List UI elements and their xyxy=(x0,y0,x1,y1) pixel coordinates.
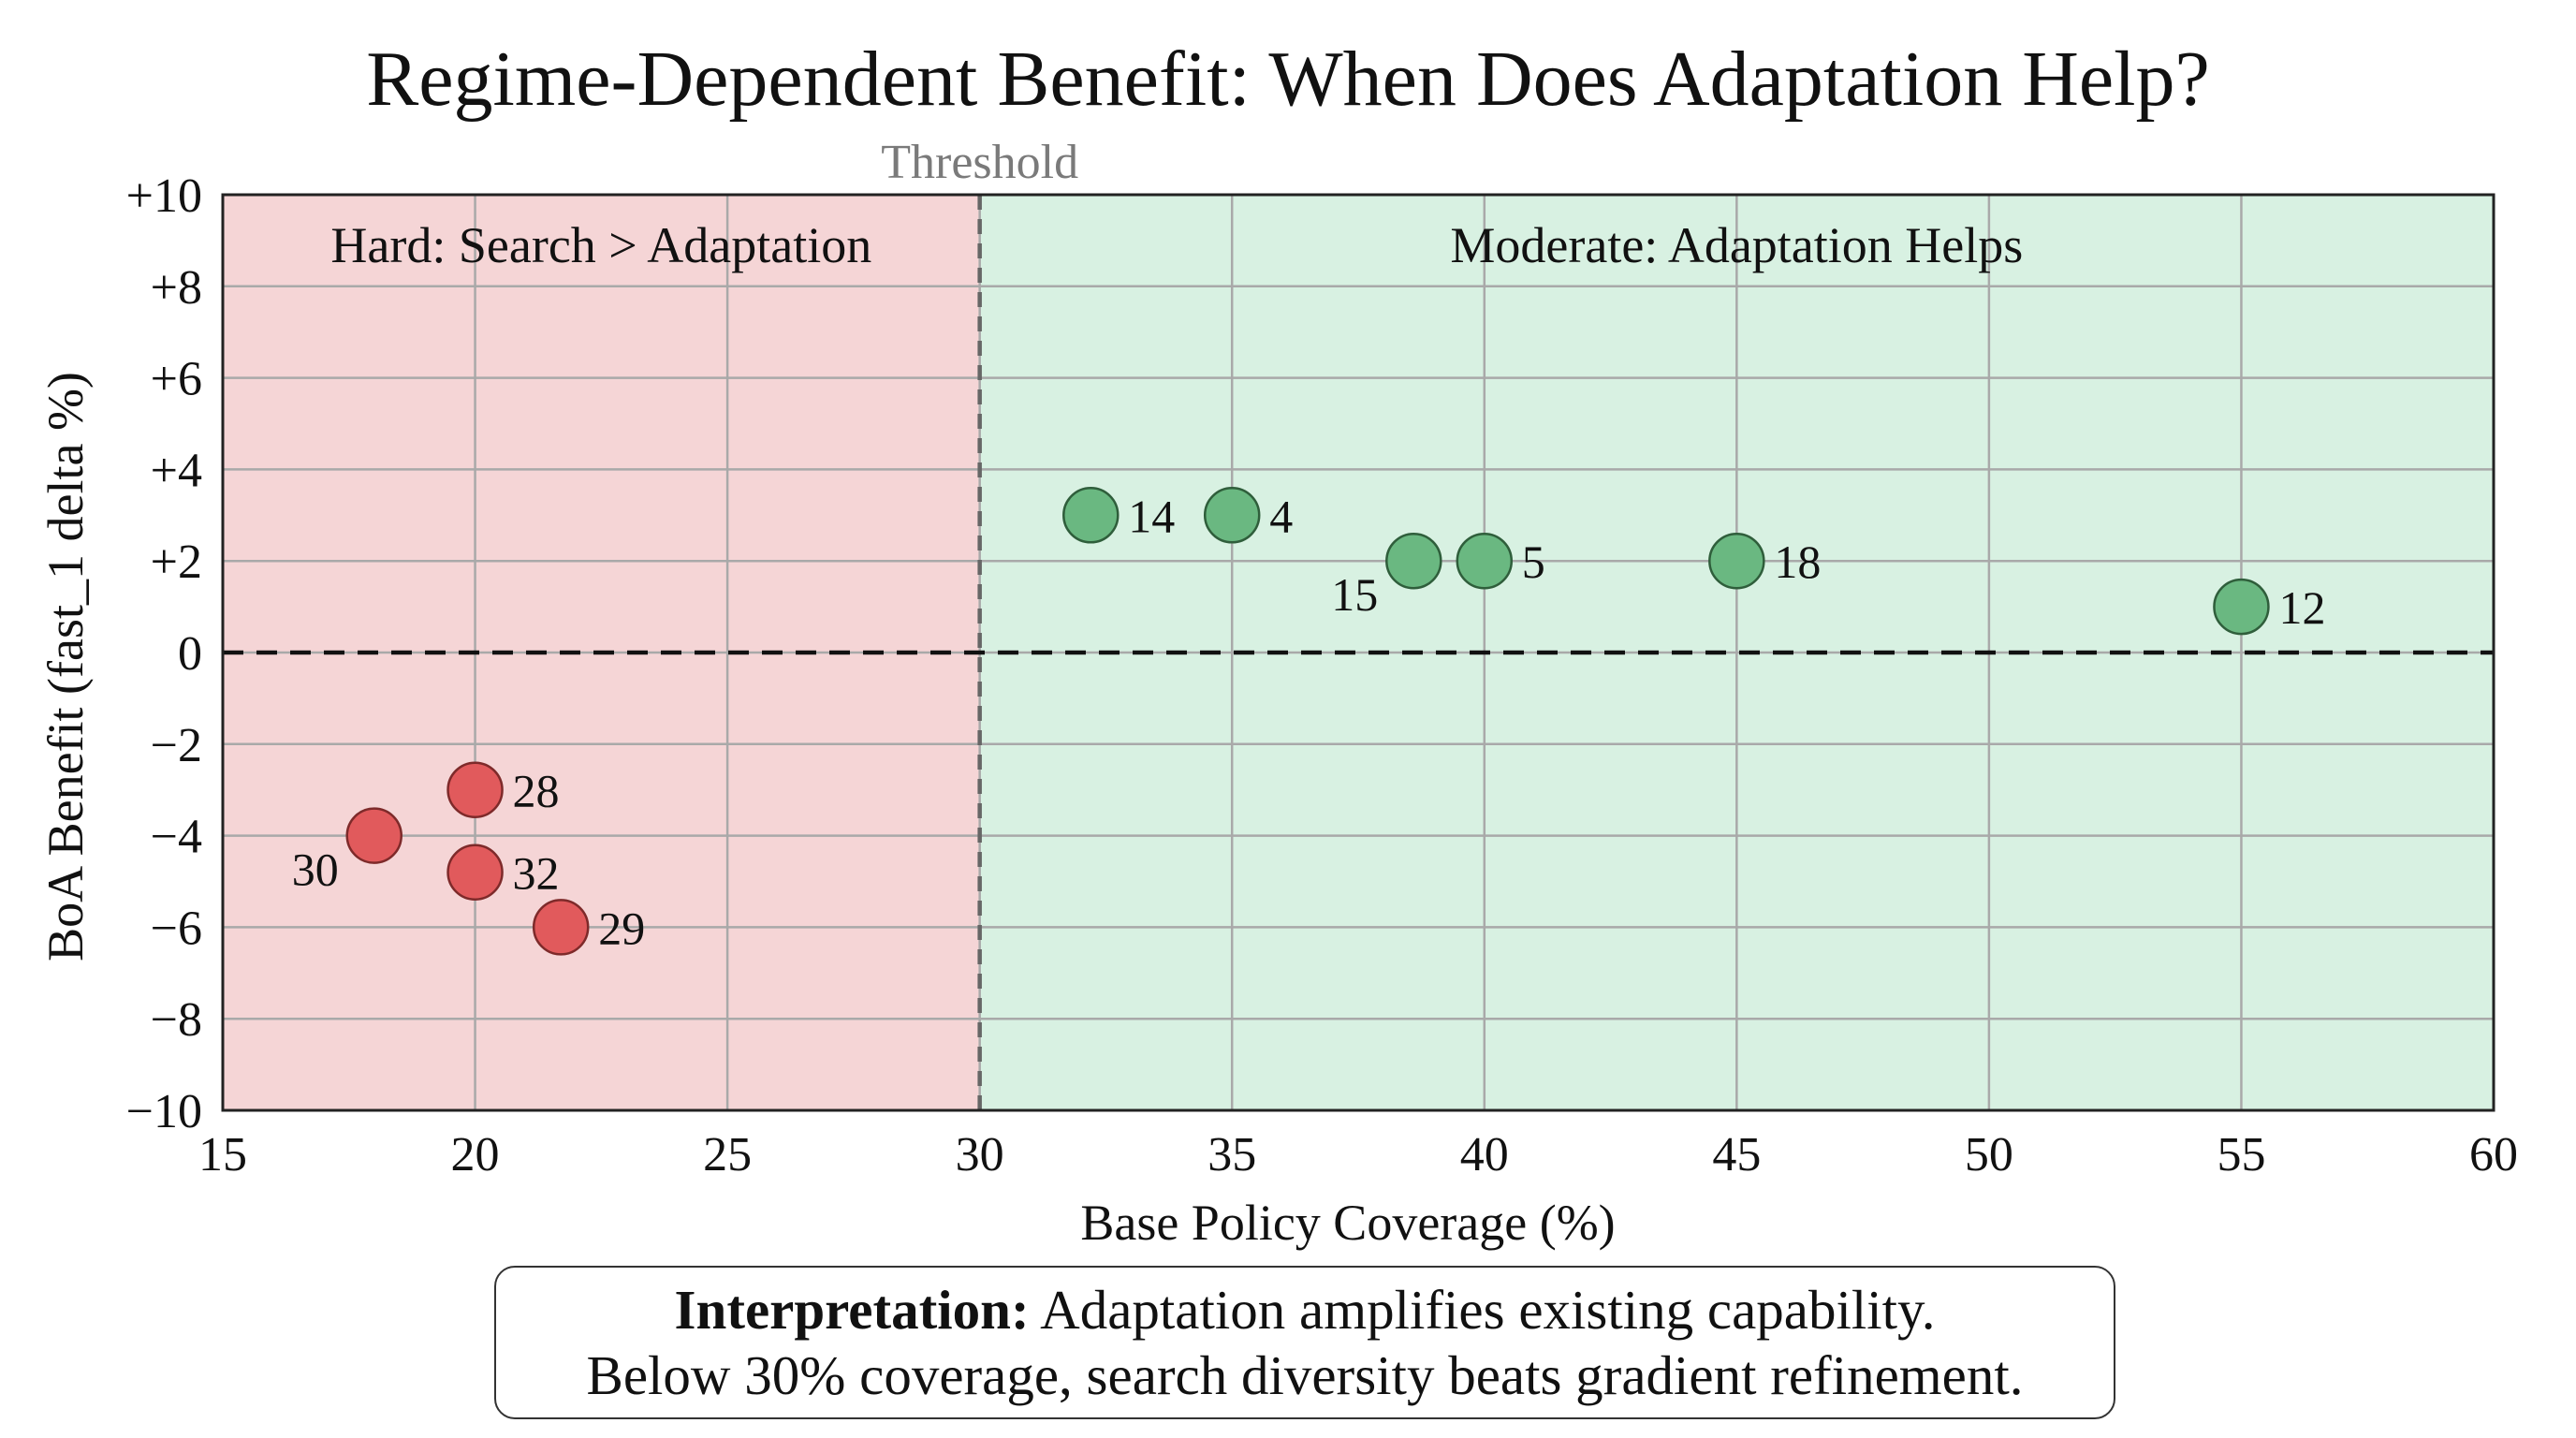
data-point xyxy=(1203,487,1261,544)
data-points: 28 30 32 29 14 4 15 5 18 12 xyxy=(292,487,2325,956)
data-point xyxy=(1385,532,1442,590)
data-point xyxy=(345,807,402,864)
point-label: 5 xyxy=(1522,536,1545,588)
x-tick-label: 45 xyxy=(1712,1128,1761,1181)
hard-regime-label: Hard: Search > Adaptation xyxy=(330,217,871,273)
point-label: 30 xyxy=(292,844,339,896)
data-point xyxy=(446,761,504,818)
data-point xyxy=(446,844,504,901)
interpretation-line-1: Interpretation: Adaptation amplifies exi… xyxy=(675,1277,1936,1343)
data-point xyxy=(1456,532,1514,590)
x-tick-label: 15 xyxy=(198,1128,247,1181)
y-tick-label: +6 xyxy=(151,353,202,406)
x-tick-label: 60 xyxy=(2469,1128,2518,1181)
y-tick-label: −2 xyxy=(151,719,202,772)
x-tick-labels: 15 20 25 30 35 40 45 50 55 60 xyxy=(198,1128,2518,1181)
plot-frame xyxy=(221,193,2496,1112)
x-tick-label: 50 xyxy=(1965,1128,2013,1181)
y-tick-label: +2 xyxy=(151,536,202,589)
interpretation-line-2: Below 30% coverage, search diversity bea… xyxy=(586,1344,2024,1406)
point-label: 29 xyxy=(598,902,645,954)
point-label: 12 xyxy=(2278,581,2325,634)
y-tick-label: −10 xyxy=(126,1085,202,1138)
x-tick-label: 40 xyxy=(1460,1128,1509,1181)
moderate-regime-label: Moderate: Adaptation Helps xyxy=(1450,217,2023,273)
y-tick-label: +4 xyxy=(151,444,202,497)
x-tick-label: 55 xyxy=(2217,1128,2265,1181)
x-tick-label: 35 xyxy=(1208,1128,1256,1181)
point-label: 18 xyxy=(1774,536,1821,588)
x-tick-label: 20 xyxy=(451,1128,500,1181)
y-tick-label: −4 xyxy=(151,811,202,864)
point-label: 15 xyxy=(1331,568,1378,621)
x-tick-label: 30 xyxy=(956,1128,1004,1181)
point-label: 4 xyxy=(1269,490,1293,542)
data-point xyxy=(532,899,590,956)
interpretation-lead: Interpretation: xyxy=(674,1279,1030,1341)
interpretation-box: Interpretation: Adaptation amplifies exi… xyxy=(494,1266,2115,1419)
y-axis-label: BoA Benefit (fast_1 delta %) xyxy=(37,372,94,961)
y-tick-label: 0 xyxy=(178,627,202,681)
data-point xyxy=(1708,532,1765,590)
y-tick-label: +10 xyxy=(126,169,202,223)
x-axis-label: Base Policy Coverage (%) xyxy=(1080,1195,1615,1251)
y-tick-label: −8 xyxy=(151,993,202,1047)
data-point xyxy=(2213,578,2270,636)
data-point xyxy=(1062,487,1120,544)
x-tick-label: 25 xyxy=(703,1128,752,1181)
y-tick-labels: +10 +8 +6 +4 +2 0 −2 −4 −6 −8 −10 xyxy=(126,169,202,1138)
chart-title: Regime-Dependent Benefit: When Does Adap… xyxy=(366,36,2210,123)
point-label: 28 xyxy=(513,765,560,817)
y-tick-label: +8 xyxy=(151,261,202,315)
point-label: 32 xyxy=(513,847,560,900)
point-label: 14 xyxy=(1128,490,1175,542)
y-tick-label: −6 xyxy=(151,902,202,955)
threshold-label: Threshold xyxy=(881,136,1078,189)
interpretation-text-1: Adaptation amplifies existing capability… xyxy=(1029,1279,1936,1341)
